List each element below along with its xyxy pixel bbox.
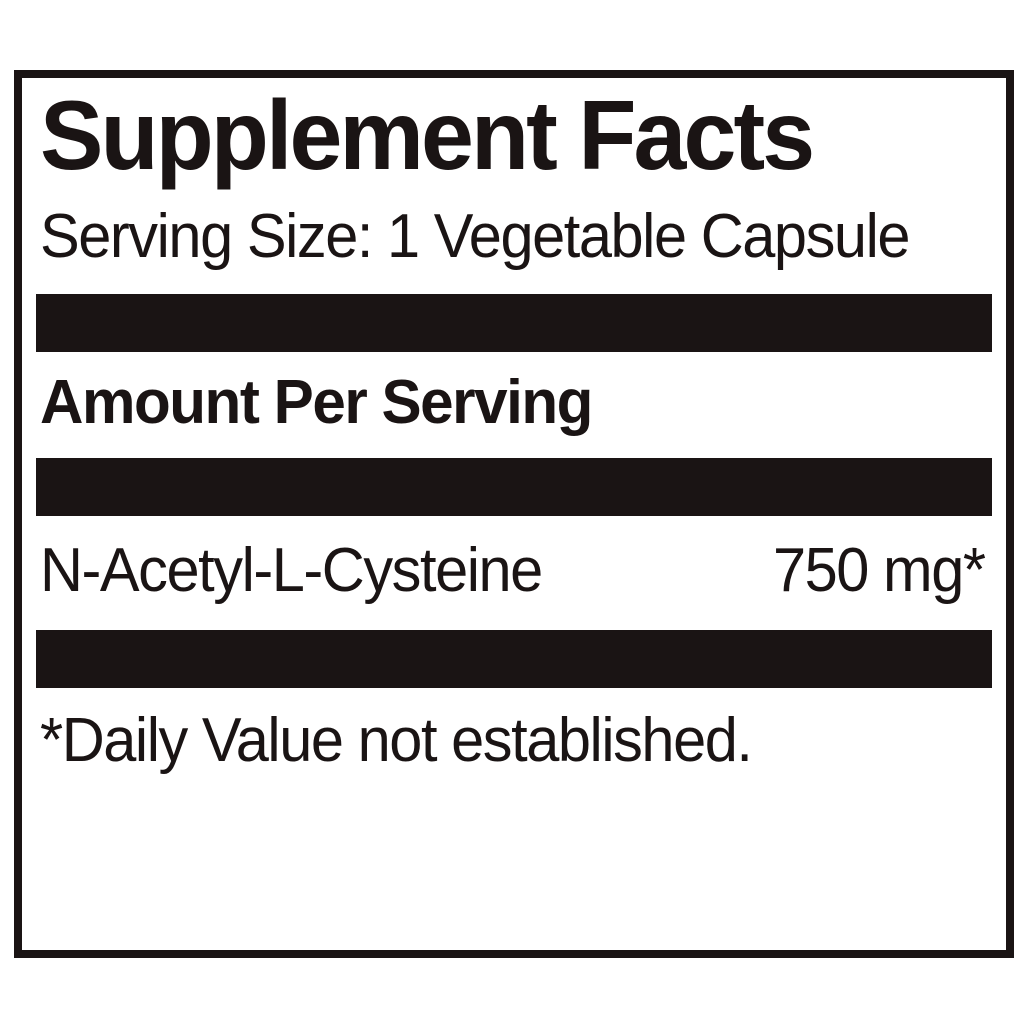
divider-bar bbox=[36, 458, 992, 516]
daily-value-footnote: *Daily Value not established. bbox=[40, 688, 950, 772]
ingredient-name: N-Acetyl-L-Cysteine bbox=[40, 540, 542, 602]
divider-bar bbox=[36, 630, 992, 688]
amount-per-serving-header: Amount Per Serving bbox=[40, 352, 960, 458]
panel-title: Supplement Facts bbox=[40, 78, 960, 184]
supplement-facts-panel: Supplement Facts Serving Size: 1 Vegetab… bbox=[14, 70, 1014, 958]
divider-bar bbox=[36, 294, 992, 352]
ingredient-row: N-Acetyl-L-Cysteine 750 mg* bbox=[40, 516, 988, 630]
ingredient-amount: 750 mg* bbox=[773, 540, 988, 602]
serving-size-line: Serving Size: 1 Vegetable Capsule bbox=[40, 184, 950, 294]
